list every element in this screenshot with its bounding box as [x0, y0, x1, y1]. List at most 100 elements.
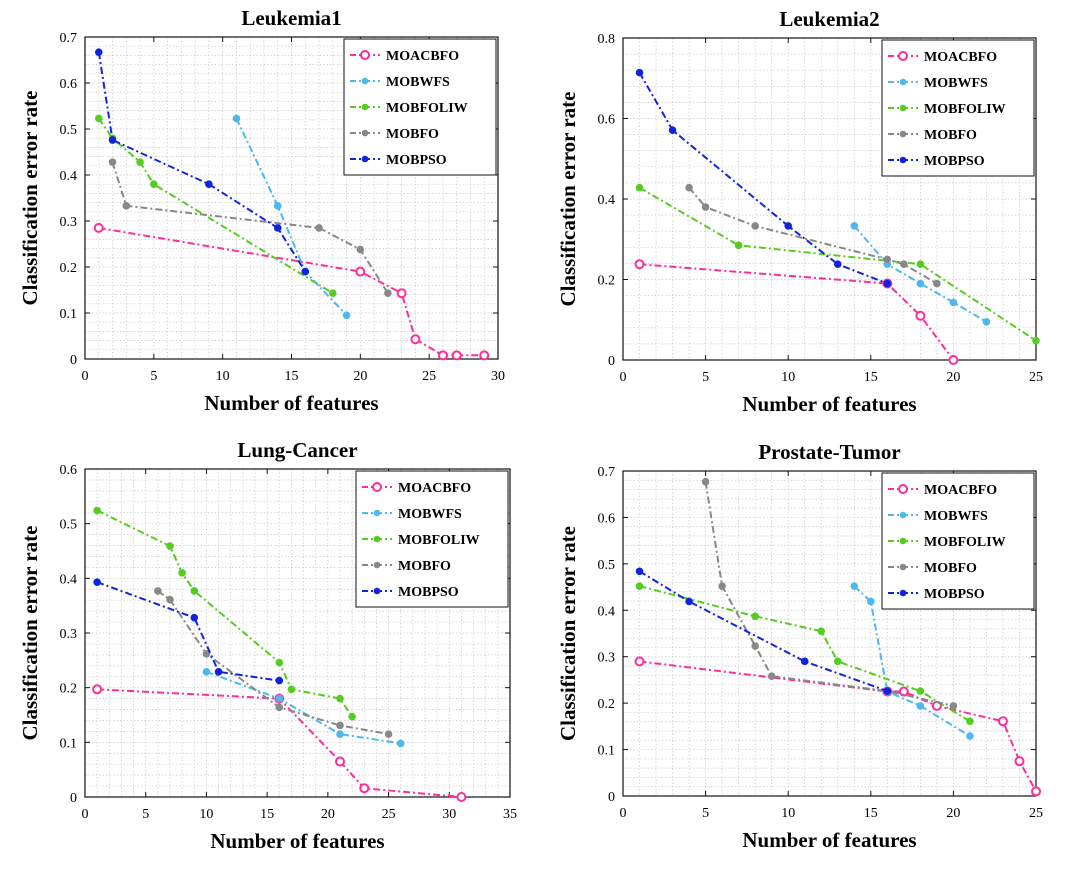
x-tick-label: 30 [491, 369, 505, 384]
data-point [92, 684, 103, 695]
series-moacbfo [634, 259, 959, 365]
legend-label: MOBWFS [924, 509, 988, 524]
x-tick-label: 20 [946, 370, 960, 385]
data-point [136, 158, 144, 166]
data-point [634, 259, 645, 270]
legend-marker [373, 509, 381, 517]
data-point [949, 702, 958, 710]
legend-marker [898, 51, 908, 61]
y-tick-label: 0.1 [60, 307, 78, 322]
chart-panel-2: 0 5 10 15 20 25 0 0.2 0.4 0.6 0.8 Leukemia2 Number o… [556, 7, 1043, 416]
series-mobfo [685, 183, 941, 288]
x-tick-label: 25 [1029, 806, 1043, 821]
y-axis-label: Classification error rate [18, 91, 42, 306]
data-point [949, 298, 958, 307]
series-line [157, 590, 389, 736]
y-tick-label: 0.5 [60, 518, 78, 533]
legend-label: MOBFO [386, 127, 439, 142]
data-point [1014, 756, 1025, 767]
data-point [202, 668, 211, 676]
legend-label: MOBFOLIW [924, 535, 1006, 550]
x-tick-label: 20 [321, 807, 335, 822]
chart-title: Lung-Cancer [237, 438, 357, 462]
data-point [635, 582, 644, 590]
legend: MOACBFO MOBWFS MOBFOLIW MOBFO MOBPSO [343, 38, 497, 176]
series-line [853, 225, 987, 323]
y-tick-label: 0.4 [598, 193, 616, 208]
data-point [751, 642, 759, 650]
data-point [166, 542, 174, 550]
legend-marker [899, 104, 907, 112]
legend-marker [899, 589, 907, 597]
x-axis-label: Number of features [210, 829, 384, 853]
x-tick-label: 20 [946, 806, 960, 821]
data-point [190, 613, 199, 622]
legend-label: MOBFOLIW [924, 102, 1006, 117]
x-tick-label: 10 [199, 807, 213, 822]
series-mobpso [635, 567, 892, 695]
legend-marker [899, 130, 907, 138]
data-point [634, 656, 645, 667]
x-tick-label: 30 [442, 807, 456, 822]
y-tick-label: 0.4 [60, 572, 78, 587]
x-tick-label: 10 [781, 370, 795, 385]
data-point [718, 582, 726, 590]
data-point [784, 222, 793, 230]
y-tick-label: 0.7 [598, 465, 616, 480]
data-point [997, 716, 1008, 727]
data-point [166, 595, 174, 604]
data-point [94, 48, 103, 56]
legend-marker [361, 155, 369, 163]
legend-label: MOBPSO [398, 585, 459, 600]
legend-label: MOBPSO [924, 587, 985, 602]
y-tick-label: 0.6 [60, 463, 78, 478]
y-tick-label: 0.5 [598, 558, 616, 573]
legend-marker [360, 50, 370, 60]
data-point [451, 350, 462, 361]
data-point [150, 180, 158, 188]
chart-panel-3: 0 5 10 15 20 25 30 35 0 0.1 0.2 0.3 0.4 0.5 0.6 Lung-Ca… [18, 438, 517, 853]
series-mobfoliw [635, 582, 974, 726]
x-tick-label: 25 [1029, 370, 1043, 385]
data-point [202, 649, 211, 658]
data-point [342, 311, 351, 320]
series-line [639, 585, 971, 723]
data-point [751, 222, 759, 230]
data-point [384, 730, 393, 738]
data-point [933, 279, 941, 288]
legend-marker [898, 484, 908, 494]
series-line [235, 117, 348, 316]
data-point [359, 783, 370, 794]
legend-label: MOACBFO [924, 50, 997, 65]
data-point [336, 721, 344, 730]
x-tick-label: 10 [216, 369, 230, 384]
y-axis-label: Classification error rate [556, 526, 580, 741]
x-tick-label: 15 [864, 370, 878, 385]
data-point [635, 567, 644, 576]
series-mobfoliw [93, 506, 356, 721]
data-point [850, 222, 859, 230]
data-point [205, 180, 213, 188]
legend-marker [899, 563, 907, 571]
y-tick-label: 0 [70, 791, 77, 806]
data-point [275, 658, 284, 667]
data-point [275, 703, 284, 712]
x-tick-label: 5 [702, 370, 709, 385]
legend-label: MOBFOLIW [386, 101, 468, 116]
data-point [685, 183, 693, 192]
data-point [685, 597, 693, 606]
data-point [178, 569, 186, 577]
legend-marker [361, 129, 369, 137]
data-point [336, 694, 344, 703]
data-point [948, 355, 959, 365]
y-tick-label: 0.6 [598, 511, 616, 526]
data-point [348, 712, 356, 721]
chart-panel-1: 0 5 10 15 20 25 30 0 0.1 0.2 0.3 0.4 0.5 0.6 0.7 Leukem… [18, 6, 505, 415]
plot-border [622, 470, 1037, 797]
series-mobpso [93, 578, 284, 685]
series-line [638, 570, 888, 693]
legend-label: MOBFOLIW [398, 533, 480, 548]
data-point [1032, 336, 1040, 345]
data-point [833, 260, 842, 269]
x-axis-label: Number of features [204, 391, 378, 415]
